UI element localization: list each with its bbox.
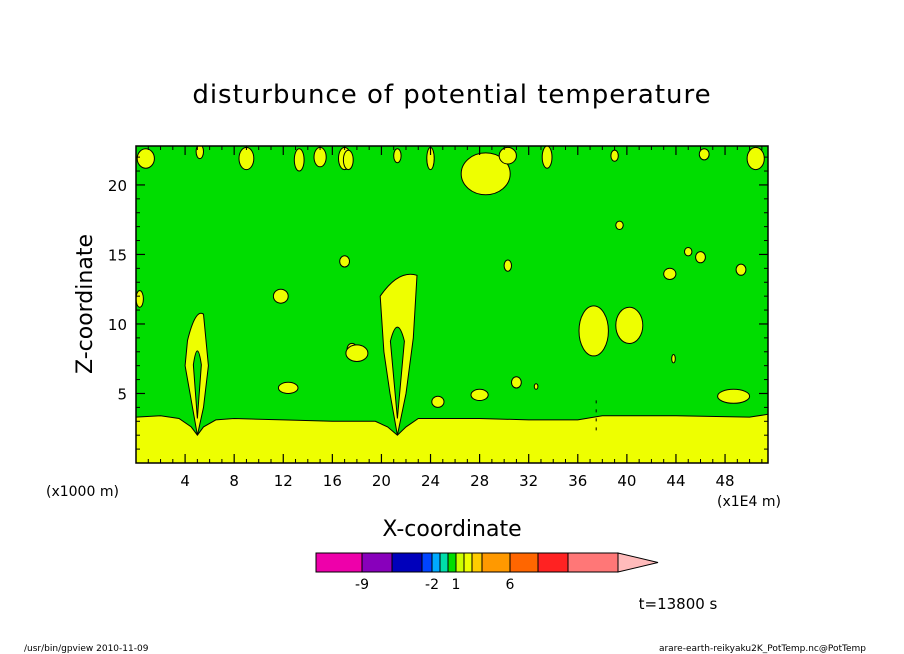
footer-right: arare-earth-reikyaku2K_PotTemp.nc@PotTem…: [659, 644, 866, 654]
legend-arrow: [617, 552, 659, 573]
legend-box-2: [361, 552, 393, 573]
contour-blob-10: [460, 152, 511, 196]
contour-blob-16: [615, 220, 624, 231]
legend-box-8: [455, 552, 465, 573]
contour-blob-22: [345, 344, 369, 363]
contour-blob-25: [663, 267, 677, 280]
y-tick-label: 10: [108, 316, 127, 334]
chart-title: disturbunce of potential temperature: [192, 80, 711, 110]
footer-left: /usr/bin/gpview 2010-11-09: [24, 644, 149, 654]
contour-blob-35: [717, 388, 751, 404]
x-axis-title: X-coordinate: [382, 517, 521, 542]
contour-blob-14: [698, 148, 710, 161]
plot-frame: [135, 145, 769, 464]
x-tick-label: 20: [372, 472, 391, 490]
contour-blob-13: [610, 149, 619, 162]
color-legend: -9 -2 1 6: [315, 552, 659, 593]
contour-blob-2: [195, 146, 204, 160]
y-axis-title: Z-coordinate: [73, 234, 98, 374]
contour-blob-5: [313, 146, 327, 168]
contour-blob-3: [238, 146, 255, 171]
contour-blob-34: [431, 395, 445, 408]
background-field: [136, 146, 768, 463]
legend-box-9: [463, 552, 473, 573]
legend-tick-label: 1: [452, 577, 461, 593]
contour-blob-30: [277, 381, 299, 394]
x-tick-label: 16: [323, 472, 342, 490]
x-tick-label: 24: [421, 472, 440, 490]
x-tick-label: 44: [666, 472, 685, 490]
legend-box-12: [509, 552, 539, 573]
contour-blob-24: [615, 306, 644, 344]
x-tick-label: 48: [716, 472, 735, 490]
y-tick-label: 5: [117, 385, 127, 403]
y-tick-label: 15: [108, 246, 127, 264]
x-tick-label: 36: [568, 472, 587, 490]
plot-area: [136, 146, 768, 463]
contour-blob-27: [695, 251, 706, 264]
contour-blob-11: [498, 146, 517, 165]
legend-box-14: [567, 552, 619, 573]
contour-blob-15: [746, 146, 765, 171]
legend-box-6: [439, 552, 449, 573]
contour-blob-17: [339, 255, 351, 268]
contour-blob-20: [136, 290, 144, 308]
x-tick-label: 4: [180, 472, 190, 490]
contour-blob-33: [533, 383, 539, 390]
contour-blob-12: [541, 146, 553, 169]
legend-box-13: [537, 552, 569, 573]
contour-blob-4: [293, 148, 305, 172]
legend-tick-label: 6: [506, 577, 515, 593]
contour-blob-26: [684, 247, 693, 257]
x-tick-label: 32: [519, 472, 538, 490]
legend-box-11: [481, 552, 511, 573]
contour-blob-1: [136, 148, 155, 169]
contour-blob-7: [342, 149, 354, 171]
x-axis: 4 8 12 16 20 24 28 32 36 40 44 48: [147, 146, 763, 490]
y-tick-label: 20: [108, 177, 127, 195]
time-label: t=13800 s: [639, 595, 718, 613]
legend-box-5: [431, 552, 441, 573]
x-tick-label: 12: [274, 472, 293, 490]
contour-blob-32: [511, 376, 522, 389]
legend-tick-label: -2: [425, 577, 439, 593]
y-unit-label: (x1000 m): [46, 484, 119, 500]
contour-blob-23: [578, 305, 609, 357]
y-axis: 5 10 15 20: [108, 156, 768, 450]
contour-blob-18: [503, 259, 512, 272]
contour-blob-31: [470, 388, 489, 401]
contour-blob-29: [671, 354, 676, 364]
contour-blob-19: [272, 288, 289, 304]
legend-box-7: [447, 552, 457, 573]
x-tick-label: 28: [470, 472, 489, 490]
legend-box-1: [315, 552, 363, 573]
legend-box-4: [421, 552, 433, 573]
contour-blob-28: [735, 263, 747, 276]
legend-box-10: [471, 552, 483, 573]
x-unit-label: (x1E4 m): [717, 494, 781, 510]
plume-core-1: [192, 350, 202, 419]
legend-tick-label: -9: [355, 577, 369, 593]
plume-core-2: [389, 326, 405, 419]
contour-blob-8: [393, 148, 402, 164]
legend-box-3: [391, 552, 423, 573]
lower-layer-region: [136, 413, 768, 463]
x-tick-label: 40: [617, 472, 636, 490]
x-tick-label: 8: [229, 472, 239, 490]
